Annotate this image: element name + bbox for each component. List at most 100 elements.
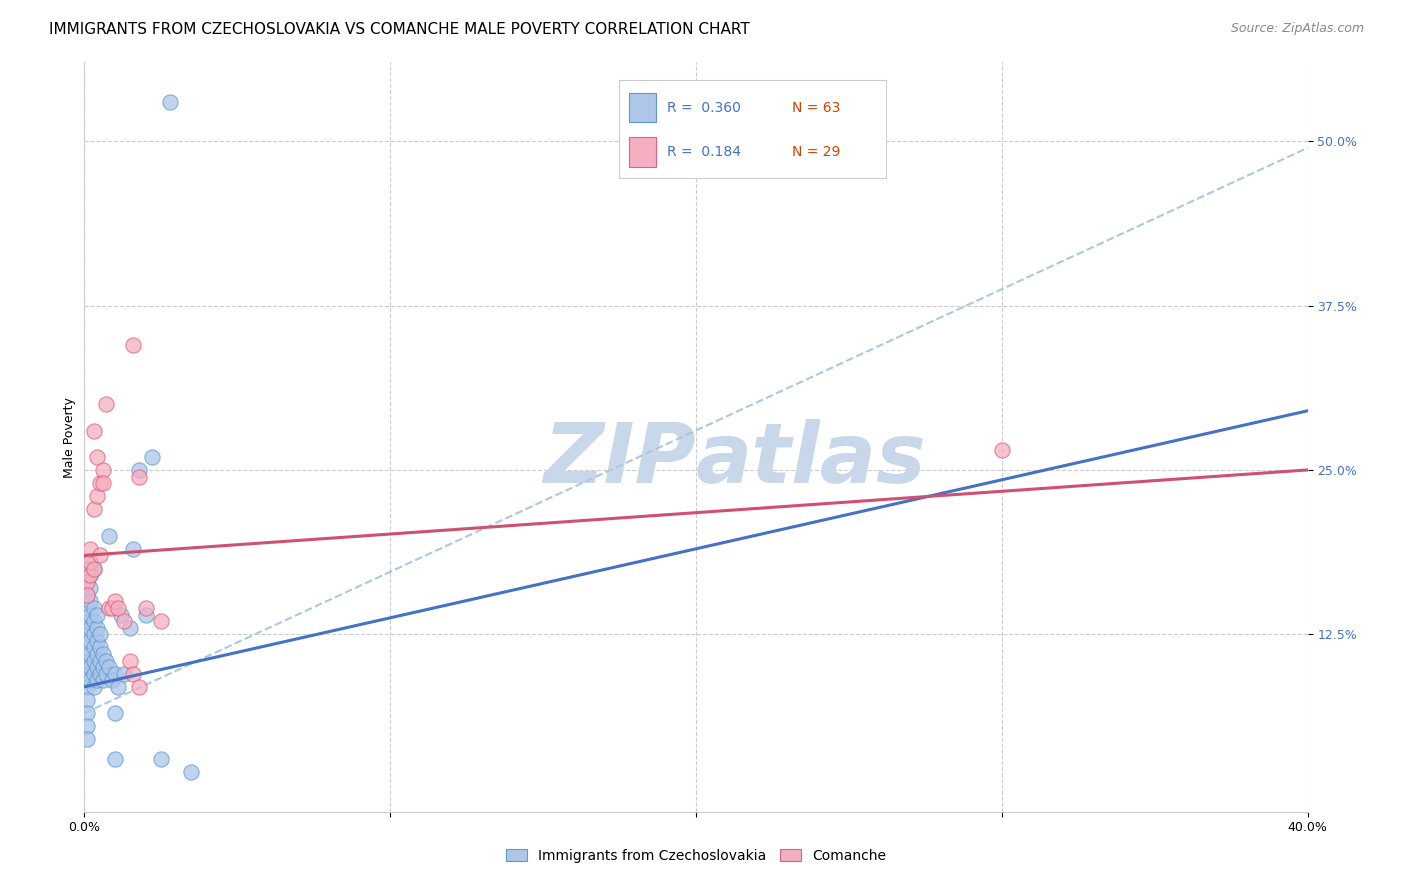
Point (76, 574, 98, 589)
Text: Source: ZipAtlas.com: Source: ZipAtlas.com (1230, 22, 1364, 36)
Point (101, 673, 124, 688)
Point (76, 588, 98, 602)
Point (101, 601, 124, 615)
Point (79, 633, 101, 648)
Point (79, 568, 101, 582)
Point (83, 627, 105, 641)
Point (91, 660, 114, 674)
Point (83, 680, 105, 694)
Point (122, 338, 145, 352)
Point (107, 680, 129, 694)
Point (86, 621, 108, 635)
Point (122, 541, 145, 556)
Point (128, 680, 150, 694)
Point (104, 752, 127, 766)
Text: ZIP: ZIP (543, 419, 696, 500)
Point (76, 601, 98, 615)
Point (112, 614, 135, 628)
Text: N = 63: N = 63 (793, 101, 841, 115)
Point (83, 666, 105, 681)
Point (76, 706, 98, 720)
Point (97, 529, 120, 543)
Legend: Immigrants from Czechoslovakia, Comanche: Immigrants from Czechoslovakia, Comanche (501, 843, 891, 869)
Point (149, 614, 172, 628)
Point (83, 601, 105, 615)
Point (104, 594, 127, 608)
Point (76, 666, 98, 681)
Point (76, 732, 98, 747)
Point (79, 555, 101, 569)
Point (76, 627, 98, 641)
Point (79, 673, 101, 688)
Point (76, 640, 98, 655)
Point (86, 673, 108, 688)
Point (91, 673, 114, 688)
Point (91, 463, 114, 477)
Point (76, 588, 98, 602)
Point (94, 666, 117, 681)
Text: R =  0.360: R = 0.360 (666, 101, 741, 115)
Text: N = 29: N = 29 (793, 145, 841, 159)
Point (83, 561, 105, 575)
Point (89, 627, 111, 641)
Point (141, 450, 163, 464)
Point (86, 607, 108, 622)
Point (76, 693, 98, 707)
Text: atlas: atlas (696, 419, 927, 500)
Point (91, 647, 114, 661)
Point (76, 574, 98, 589)
Point (83, 561, 105, 575)
Point (83, 614, 105, 628)
Point (89, 666, 111, 681)
Point (89, 549, 111, 563)
Point (76, 680, 98, 694)
Point (159, 95, 181, 109)
Point (86, 450, 108, 464)
Y-axis label: Male Poverty: Male Poverty (63, 397, 76, 477)
Point (149, 752, 172, 766)
Point (76, 561, 98, 575)
Point (79, 607, 101, 622)
Point (991, 443, 1014, 458)
Point (89, 654, 111, 668)
Point (76, 654, 98, 668)
Point (76, 614, 98, 628)
Point (120, 621, 142, 635)
Point (86, 647, 108, 661)
Point (86, 660, 108, 674)
Point (135, 601, 157, 615)
Point (79, 594, 101, 608)
Point (79, 581, 101, 595)
Point (86, 633, 108, 648)
FancyBboxPatch shape (630, 137, 657, 167)
Point (94, 397, 117, 411)
Point (122, 666, 145, 681)
Point (128, 463, 150, 477)
Point (76, 719, 98, 733)
Point (83, 640, 105, 655)
Point (97, 601, 120, 615)
Point (91, 476, 114, 491)
Point (79, 541, 101, 556)
Point (94, 654, 117, 668)
Point (104, 666, 127, 681)
Point (128, 469, 150, 483)
Text: R =  0.184: R = 0.184 (666, 145, 741, 159)
Point (89, 640, 111, 655)
Point (135, 607, 157, 622)
Point (86, 489, 108, 503)
Point (79, 568, 101, 582)
Point (79, 660, 101, 674)
Point (120, 654, 142, 668)
Point (79, 621, 101, 635)
Point (180, 765, 202, 780)
Point (83, 502, 105, 516)
Point (112, 666, 135, 681)
Point (104, 706, 127, 720)
Point (110, 607, 132, 622)
Text: IMMIGRANTS FROM CZECHOSLOVAKIA VS COMANCHE MALE POVERTY CORRELATION CHART: IMMIGRANTS FROM CZECHOSLOVAKIA VS COMANC… (49, 22, 749, 37)
Point (83, 424, 105, 438)
Point (83, 654, 105, 668)
Point (107, 601, 129, 615)
FancyBboxPatch shape (630, 93, 657, 122)
